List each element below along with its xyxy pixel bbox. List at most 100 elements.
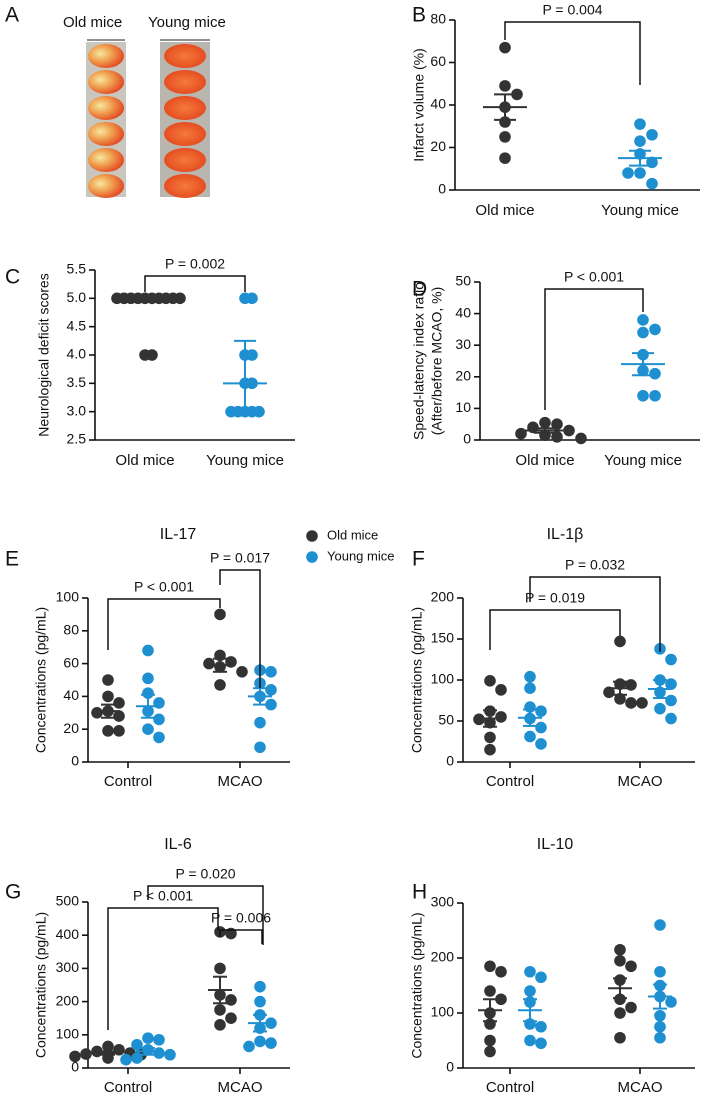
data-point: [113, 710, 125, 722]
legend-label: Young mice: [327, 548, 394, 563]
data-point: [614, 954, 626, 967]
data-point: [665, 996, 677, 1008]
significance-label: P < 0.001: [134, 579, 194, 595]
data-point: [254, 995, 266, 1008]
data-point: [499, 131, 511, 143]
data-point: [203, 657, 215, 670]
data-point: [131, 1052, 143, 1064]
data-point: [80, 1048, 92, 1060]
y-tick-label: 0: [463, 431, 471, 447]
data-point: [649, 367, 661, 380]
panel: E IL-17 0 20 40 60 80 100 Concentrations (pg/mL)…: [5, 526, 394, 790]
data-point: [91, 1045, 103, 1058]
data-point: [654, 1031, 666, 1044]
y-tick-label: 3.5: [67, 374, 87, 390]
significance-bracket: [544, 288, 644, 410]
significance-bracket: [107, 598, 221, 650]
slice: [88, 122, 124, 146]
data-point: [142, 723, 154, 735]
data-point: [524, 985, 536, 997]
data-point: [146, 349, 158, 361]
data-point: [495, 711, 507, 723]
data-point: [246, 349, 258, 361]
x-tick-label: Young mice: [604, 452, 682, 469]
panel-letter: A: [5, 4, 19, 27]
y-tick-label: 4.5: [67, 317, 87, 333]
significance-label: P < 0.001: [564, 269, 624, 285]
y-tick-label: 400: [56, 926, 80, 942]
data-point: [551, 431, 563, 443]
data-point: [495, 993, 507, 1006]
y-axis-label: Infarct volume (%): [411, 48, 427, 162]
panel: H IL-10 0 100 200 300 Concentrations (pg/mL) Co…: [409, 836, 695, 1093]
data-point: [142, 644, 154, 657]
slice: [164, 70, 206, 94]
data-point: [634, 167, 646, 179]
data-point: [575, 432, 587, 445]
significance-label: P < 0.001: [133, 888, 193, 904]
data-point: [484, 743, 496, 756]
data-point: [111, 292, 123, 305]
data-point: [625, 697, 637, 709]
data-point: [646, 128, 658, 141]
x-tick-label: Old mice: [515, 452, 574, 469]
y-tick-label: 500: [56, 893, 80, 909]
significance-bracket: [107, 907, 219, 1030]
slice: [88, 70, 124, 94]
data-point: [654, 702, 666, 715]
data-point: [649, 389, 661, 402]
y-tick-label: 200: [431, 589, 455, 605]
data-point: [535, 705, 547, 717]
data-point: [646, 177, 658, 190]
data-point: [524, 1034, 536, 1047]
data-point: [625, 1001, 637, 1014]
y-tick-label: 2.5: [67, 431, 87, 447]
data-point: [499, 41, 511, 54]
slice: [88, 96, 124, 120]
data-point: [214, 679, 226, 691]
data-point: [131, 1038, 143, 1051]
data-point: [142, 672, 154, 685]
x-tick-label: MCAO: [218, 773, 263, 790]
data-point: [524, 682, 536, 694]
y-tick-label: 150: [431, 630, 455, 646]
legend-label: Old mice: [327, 527, 378, 542]
data-point: [665, 678, 677, 690]
slice: [164, 96, 206, 120]
data-point: [524, 670, 536, 683]
data-point: [102, 674, 114, 686]
data-point: [524, 730, 536, 743]
significance-bracket: [219, 929, 263, 944]
data-point: [214, 1004, 226, 1016]
data-point: [499, 80, 511, 92]
y-tick-label: 10: [455, 399, 471, 415]
slice: [88, 44, 124, 68]
y-axis-label: Concentrations (pg/mL): [33, 912, 49, 1058]
data-point: [524, 965, 536, 978]
data-point: [622, 167, 634, 179]
y-tick-label: 100: [431, 1004, 455, 1020]
data-point: [654, 1020, 666, 1033]
data-point: [499, 152, 511, 164]
y-tick-label: 0: [446, 1059, 454, 1075]
data-point: [535, 971, 547, 984]
data-point: [637, 326, 649, 339]
data-point: [236, 666, 248, 678]
panel-letter: E: [5, 548, 19, 571]
panel-letter: D: [412, 278, 427, 301]
data-point: [102, 725, 114, 737]
x-tick-label: MCAO: [618, 1079, 663, 1093]
significance-bracket: [489, 609, 621, 650]
slice: [164, 174, 206, 198]
data-point: [665, 712, 677, 725]
data-point: [113, 697, 125, 709]
y-tick-label: 100: [431, 671, 455, 687]
chart-title: IL-10: [537, 836, 574, 853]
data-point: [625, 960, 637, 973]
data-point: [535, 1020, 547, 1033]
data-point: [535, 1037, 547, 1050]
data-point: [254, 1035, 266, 1048]
y-tick-label: 3.0: [67, 402, 87, 418]
x-tick-label: MCAO: [618, 773, 663, 790]
